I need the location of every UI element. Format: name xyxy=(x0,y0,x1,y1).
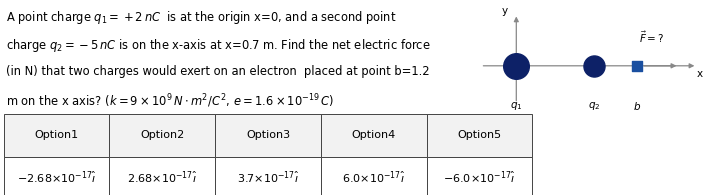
Text: (in N) that two charges would exert on an electron  placed at point b=1.2: (in N) that two charges would exert on a… xyxy=(6,65,430,78)
Text: charge $q_2 = -5\,nC$ is on the x-axis at x=0.7 m. Find the net electric force: charge $q_2 = -5\,nC$ is on the x-axis a… xyxy=(6,37,430,54)
Text: x: x xyxy=(697,69,702,79)
Point xyxy=(631,64,643,67)
Point xyxy=(510,64,522,67)
Text: A point charge $q_1 = +2\,nC$  is at the origin x=0, and a second point: A point charge $q_1 = +2\,nC$ is at the … xyxy=(6,9,396,26)
Text: m on the x axis? $(k = 9 \times 10^9\,N \cdot m^2/C^2,\, e = 1.6 \times 10^{-19}: m on the x axis? $(k = 9 \times 10^9\,N … xyxy=(6,92,335,110)
Text: y: y xyxy=(502,6,508,16)
Point xyxy=(589,64,600,67)
Text: $\vec{F}=?$: $\vec{F}=?$ xyxy=(639,29,664,45)
Text: $q_2$: $q_2$ xyxy=(588,100,600,112)
Text: $q_1$: $q_1$ xyxy=(510,100,522,112)
Text: $b$: $b$ xyxy=(633,100,641,112)
